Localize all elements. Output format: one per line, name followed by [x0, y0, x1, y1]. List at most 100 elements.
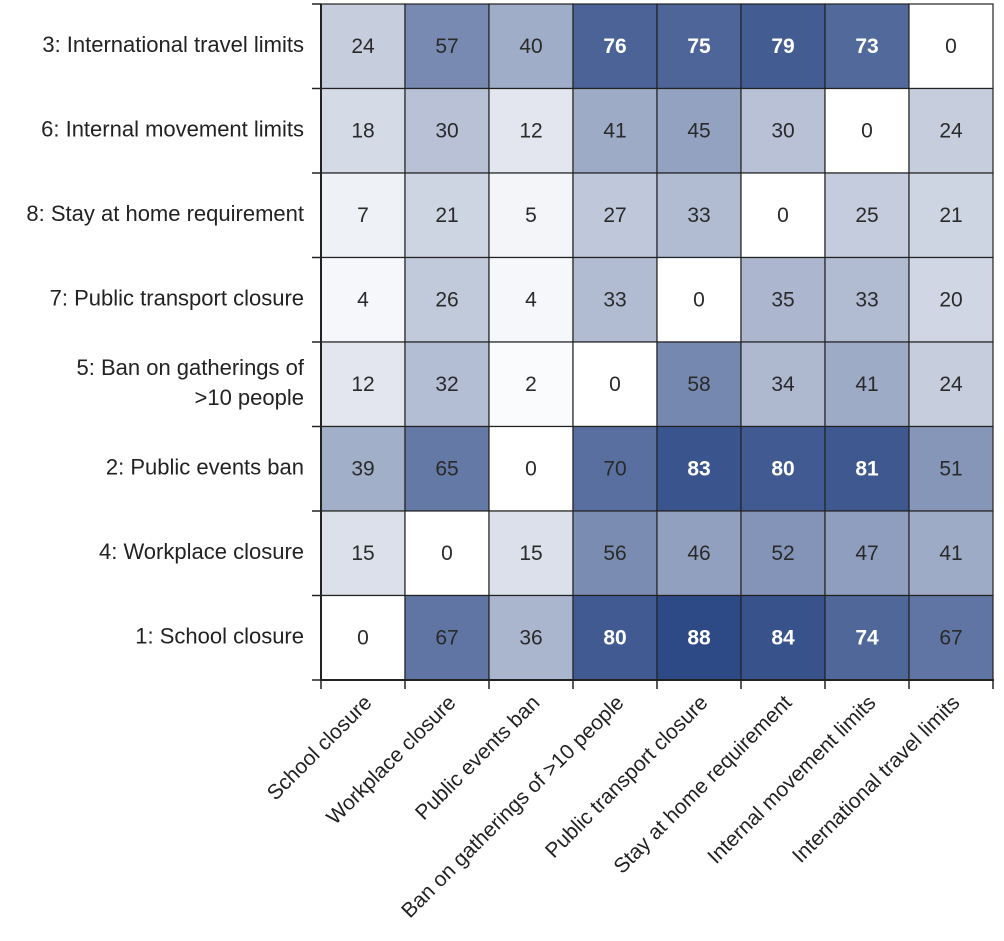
- heatmap-cell: [404, 510, 490, 597]
- heatmap-cell: [320, 3, 406, 90]
- heatmap-cell: [656, 425, 742, 512]
- heatmap-cell: [656, 172, 742, 259]
- cell-value: 30: [435, 119, 458, 142]
- cell-value: 26: [435, 288, 458, 311]
- cell-value: 76: [603, 35, 626, 58]
- y-tick-label: 7: Public transport closure: [50, 286, 304, 311]
- cell-value: 0: [525, 457, 537, 480]
- heatmap-cell: [740, 510, 826, 597]
- heatmap-cell: [488, 172, 574, 259]
- cell-value: 5: [525, 204, 537, 227]
- heatmap-cell: [404, 425, 490, 512]
- cell-value: 70: [603, 457, 626, 480]
- cell-value: 4: [357, 288, 369, 311]
- heatmap-cell: [656, 510, 742, 597]
- heatmap-cell: [908, 425, 994, 512]
- cell-value: 7: [357, 204, 369, 227]
- cell-value: 41: [939, 542, 962, 565]
- y-tick-label: 6: Internal movement limits: [41, 117, 304, 142]
- heatmap-cell: [824, 510, 910, 597]
- cell-value: 0: [357, 626, 369, 649]
- cell-value: 0: [609, 373, 621, 396]
- x-tick-label: Internal movement limits: [703, 691, 880, 868]
- heatmap-cell: [572, 172, 658, 259]
- cell-value: 0: [693, 288, 705, 311]
- cell-value: 24: [939, 119, 963, 142]
- cell-value: 39: [351, 457, 374, 480]
- cell-value: 75: [687, 35, 711, 58]
- x-tick-label: International travel limits: [788, 691, 964, 867]
- cell-value: 80: [771, 457, 794, 480]
- heatmap-cell: [824, 256, 910, 343]
- y-axis-labels: 3: International travel limits 6: Interna…: [26, 32, 304, 649]
- cell-value: 80: [603, 626, 626, 649]
- cell-value: 84: [771, 626, 795, 649]
- cell-value: 56: [603, 542, 626, 565]
- cell-value: 65: [435, 457, 458, 480]
- y-tick-label: 1: School closure: [135, 624, 304, 649]
- cell-value: 67: [435, 626, 458, 649]
- cell-value: 0: [861, 119, 873, 142]
- cell-value: 79: [771, 35, 794, 58]
- cell-value: 40: [519, 35, 542, 58]
- cell-value: 81: [855, 457, 879, 480]
- heatmap-cell: [488, 3, 574, 90]
- heatmap-cell: [824, 425, 910, 512]
- heatmap-cell: [488, 425, 574, 512]
- cell-value: 32: [435, 373, 458, 396]
- heatmap-cell: [572, 341, 658, 428]
- cell-value: 21: [435, 204, 458, 227]
- heatmap-axes: [312, 3, 994, 689]
- heatmap-cell: [740, 172, 826, 259]
- cell-value: 36: [519, 626, 542, 649]
- cell-value: 45: [687, 119, 710, 142]
- cell-value: 33: [687, 204, 710, 227]
- cell-value: 4: [525, 288, 537, 311]
- y-tick-label: 2: Public events ban: [106, 455, 304, 480]
- heatmap-cell: [404, 87, 490, 174]
- heatmap-cell: [740, 87, 826, 174]
- y-tick-label: 8: Stay at home requirement: [26, 201, 304, 226]
- heatmap-cell: [572, 3, 658, 90]
- x-tick-label: Stay at home requirement: [609, 691, 796, 878]
- cell-value: 73: [855, 35, 878, 58]
- y-tick-label: 4: Workplace closure: [99, 539, 304, 564]
- x-tick-label: Public transport closure: [541, 691, 712, 862]
- cell-value: 57: [435, 35, 458, 58]
- cell-value: 15: [519, 542, 542, 565]
- cell-value: 18: [351, 119, 374, 142]
- heatmap-cell: [908, 510, 994, 597]
- cell-value: 21: [939, 204, 962, 227]
- cell-value: 27: [603, 204, 626, 227]
- heatmap-cell: [404, 172, 490, 259]
- cell-value: 67: [939, 626, 962, 649]
- cell-value: 30: [771, 119, 794, 142]
- heatmap-cell: [908, 172, 994, 259]
- cell-value-labels: 24 57 40 76 75 79 73 018 30 12 41 45 30 0 247 21 5 27 33 0 2…: [351, 35, 963, 650]
- cell-value: 0: [777, 204, 789, 227]
- heatmap-cell: [740, 3, 826, 90]
- heatmap-cell: [404, 3, 490, 90]
- heatmap-cell: [656, 341, 742, 428]
- cell-value: 12: [351, 373, 374, 396]
- cell-value: 25: [855, 204, 878, 227]
- cell-value: 33: [603, 288, 626, 311]
- cell-value: 2: [525, 373, 537, 396]
- cell-value: 52: [771, 542, 794, 565]
- cell-value: 0: [945, 35, 957, 58]
- cell-value: 51: [939, 457, 962, 480]
- heatmap-cell: [740, 341, 826, 428]
- heatmap-cell: [908, 594, 994, 681]
- cell-value: 88: [687, 626, 711, 649]
- heatmap-cell: [572, 256, 658, 343]
- y-tick-label: 3: International travel limits: [42, 32, 304, 57]
- heatmap-cell: [824, 341, 910, 428]
- cell-value: 41: [855, 373, 878, 396]
- cell-value: 20: [939, 288, 962, 311]
- heatmap-cell: [488, 594, 574, 681]
- heatmap-cell: [488, 510, 574, 597]
- heatmap-cell: [320, 256, 406, 343]
- heatmap-cell: [488, 256, 574, 343]
